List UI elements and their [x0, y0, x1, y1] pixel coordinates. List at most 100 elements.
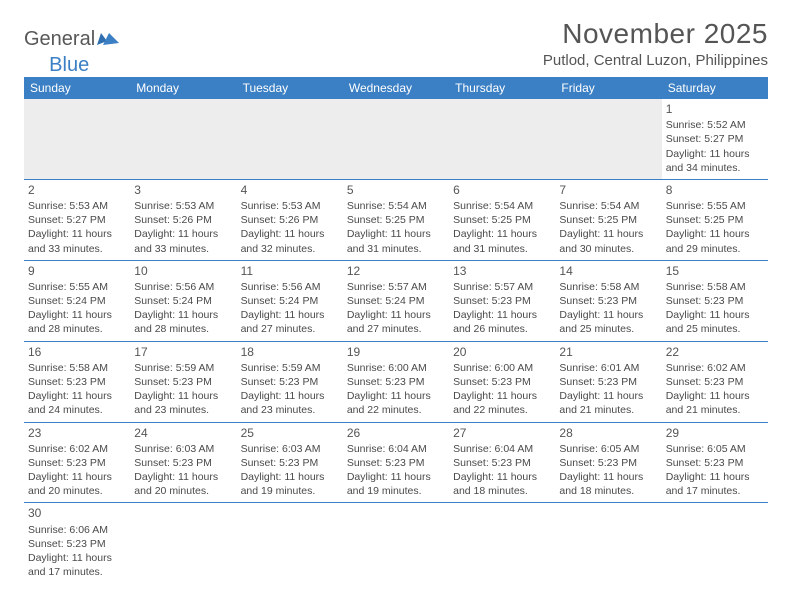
weekday-header-row: Sunday Monday Tuesday Wednesday Thursday… [24, 77, 768, 99]
day-info: Sunset: 5:23 PM [134, 375, 232, 389]
calendar-cell: 4Sunrise: 5:53 AMSunset: 5:26 PMDaylight… [237, 179, 343, 260]
day-info: Sunrise: 5:56 AM [241, 280, 339, 294]
day-info: Sunrise: 6:04 AM [347, 442, 445, 456]
calendar-cell: 2Sunrise: 5:53 AMSunset: 5:27 PMDaylight… [24, 179, 130, 260]
day-number: 20 [453, 344, 551, 360]
day-info: Sunrise: 5:54 AM [453, 199, 551, 213]
day-number: 16 [28, 344, 126, 360]
day-info: Daylight: 11 hours [347, 227, 445, 241]
day-info: and 28 minutes. [134, 322, 232, 336]
day-info: Sunrise: 5:57 AM [453, 280, 551, 294]
day-info: and 29 minutes. [666, 242, 764, 256]
day-info: Daylight: 11 hours [347, 308, 445, 322]
calendar-cell [130, 99, 236, 179]
day-info: and 33 minutes. [134, 242, 232, 256]
day-number: 19 [347, 344, 445, 360]
day-info: Daylight: 11 hours [666, 389, 764, 403]
day-number: 27 [453, 425, 551, 441]
day-info: and 32 minutes. [241, 242, 339, 256]
weekday-header: Wednesday [343, 77, 449, 99]
day-info: and 23 minutes. [241, 403, 339, 417]
day-info: Daylight: 11 hours [28, 389, 126, 403]
day-info: Sunrise: 5:53 AM [134, 199, 232, 213]
page-header: General November 2025 Putlod, Central Lu… [24, 18, 768, 69]
day-info: and 30 minutes. [559, 242, 657, 256]
day-info: Daylight: 11 hours [134, 227, 232, 241]
day-number: 13 [453, 263, 551, 279]
calendar-cell [449, 99, 555, 179]
day-number: 21 [559, 344, 657, 360]
day-info: and 20 minutes. [28, 484, 126, 498]
day-info: Sunset: 5:24 PM [347, 294, 445, 308]
day-info: Sunrise: 6:06 AM [28, 523, 126, 537]
day-info: Daylight: 11 hours [453, 308, 551, 322]
day-info: Daylight: 11 hours [347, 470, 445, 484]
day-info: Sunset: 5:23 PM [347, 375, 445, 389]
day-info: Daylight: 11 hours [134, 308, 232, 322]
day-info: and 20 minutes. [134, 484, 232, 498]
day-info: and 17 minutes. [666, 484, 764, 498]
calendar-row: 23Sunrise: 6:02 AMSunset: 5:23 PMDayligh… [24, 422, 768, 503]
day-info: Daylight: 11 hours [241, 227, 339, 241]
day-info: Daylight: 11 hours [28, 308, 126, 322]
day-info: Sunset: 5:23 PM [453, 375, 551, 389]
day-info: Sunrise: 5:58 AM [666, 280, 764, 294]
calendar-cell: 7Sunrise: 5:54 AMSunset: 5:25 PMDaylight… [555, 179, 661, 260]
day-number: 11 [241, 263, 339, 279]
day-number: 17 [134, 344, 232, 360]
day-info: and 18 minutes. [559, 484, 657, 498]
calendar-cell: 21Sunrise: 6:01 AMSunset: 5:23 PMDayligh… [555, 341, 661, 422]
calendar-cell: 14Sunrise: 5:58 AMSunset: 5:23 PMDayligh… [555, 260, 661, 341]
day-info: Sunset: 5:25 PM [347, 213, 445, 227]
calendar-row: 30Sunrise: 6:06 AMSunset: 5:23 PMDayligh… [24, 503, 768, 583]
calendar-cell: 17Sunrise: 5:59 AMSunset: 5:23 PMDayligh… [130, 341, 236, 422]
day-info: Sunrise: 6:00 AM [347, 361, 445, 375]
day-info: Sunrise: 5:52 AM [666, 118, 764, 132]
day-number: 18 [241, 344, 339, 360]
day-info: Sunrise: 6:02 AM [666, 361, 764, 375]
day-info: Daylight: 11 hours [241, 389, 339, 403]
calendar-cell [237, 503, 343, 583]
day-info: Sunrise: 5:55 AM [28, 280, 126, 294]
day-info: and 33 minutes. [28, 242, 126, 256]
day-info: Sunset: 5:23 PM [666, 294, 764, 308]
day-info: and 17 minutes. [28, 565, 126, 579]
day-info: Sunrise: 5:57 AM [347, 280, 445, 294]
calendar-row: 1Sunrise: 5:52 AMSunset: 5:27 PMDaylight… [24, 99, 768, 179]
day-info: Daylight: 11 hours [666, 147, 764, 161]
day-info: Daylight: 11 hours [666, 227, 764, 241]
day-number: 28 [559, 425, 657, 441]
day-info: and 31 minutes. [347, 242, 445, 256]
day-info: Daylight: 11 hours [28, 227, 126, 241]
day-number: 29 [666, 425, 764, 441]
day-info: Sunset: 5:23 PM [28, 375, 126, 389]
day-info: Sunrise: 5:53 AM [241, 199, 339, 213]
day-info: Sunset: 5:25 PM [453, 213, 551, 227]
day-info: and 27 minutes. [241, 322, 339, 336]
day-info: and 27 minutes. [347, 322, 445, 336]
day-info: Sunset: 5:25 PM [559, 213, 657, 227]
day-info: Sunset: 5:23 PM [134, 456, 232, 470]
day-info: and 31 minutes. [453, 242, 551, 256]
day-info: Daylight: 11 hours [28, 470, 126, 484]
day-info: Sunrise: 6:03 AM [241, 442, 339, 456]
day-info: and 21 minutes. [559, 403, 657, 417]
day-info: Sunset: 5:23 PM [241, 375, 339, 389]
weekday-header: Tuesday [237, 77, 343, 99]
day-number: 25 [241, 425, 339, 441]
weekday-header: Monday [130, 77, 236, 99]
calendar-cell: 22Sunrise: 6:02 AMSunset: 5:23 PMDayligh… [662, 341, 768, 422]
day-info: Sunset: 5:23 PM [28, 537, 126, 551]
calendar-cell: 25Sunrise: 6:03 AMSunset: 5:23 PMDayligh… [237, 422, 343, 503]
calendar-cell: 26Sunrise: 6:04 AMSunset: 5:23 PMDayligh… [343, 422, 449, 503]
day-info: Sunrise: 6:04 AM [453, 442, 551, 456]
calendar-cell: 24Sunrise: 6:03 AMSunset: 5:23 PMDayligh… [130, 422, 236, 503]
day-info: Sunset: 5:24 PM [28, 294, 126, 308]
day-info: and 23 minutes. [134, 403, 232, 417]
day-info: Sunset: 5:23 PM [453, 456, 551, 470]
day-info: Sunrise: 5:56 AM [134, 280, 232, 294]
day-number: 24 [134, 425, 232, 441]
weekday-header: Friday [555, 77, 661, 99]
calendar-cell: 18Sunrise: 5:59 AMSunset: 5:23 PMDayligh… [237, 341, 343, 422]
day-info: and 26 minutes. [453, 322, 551, 336]
